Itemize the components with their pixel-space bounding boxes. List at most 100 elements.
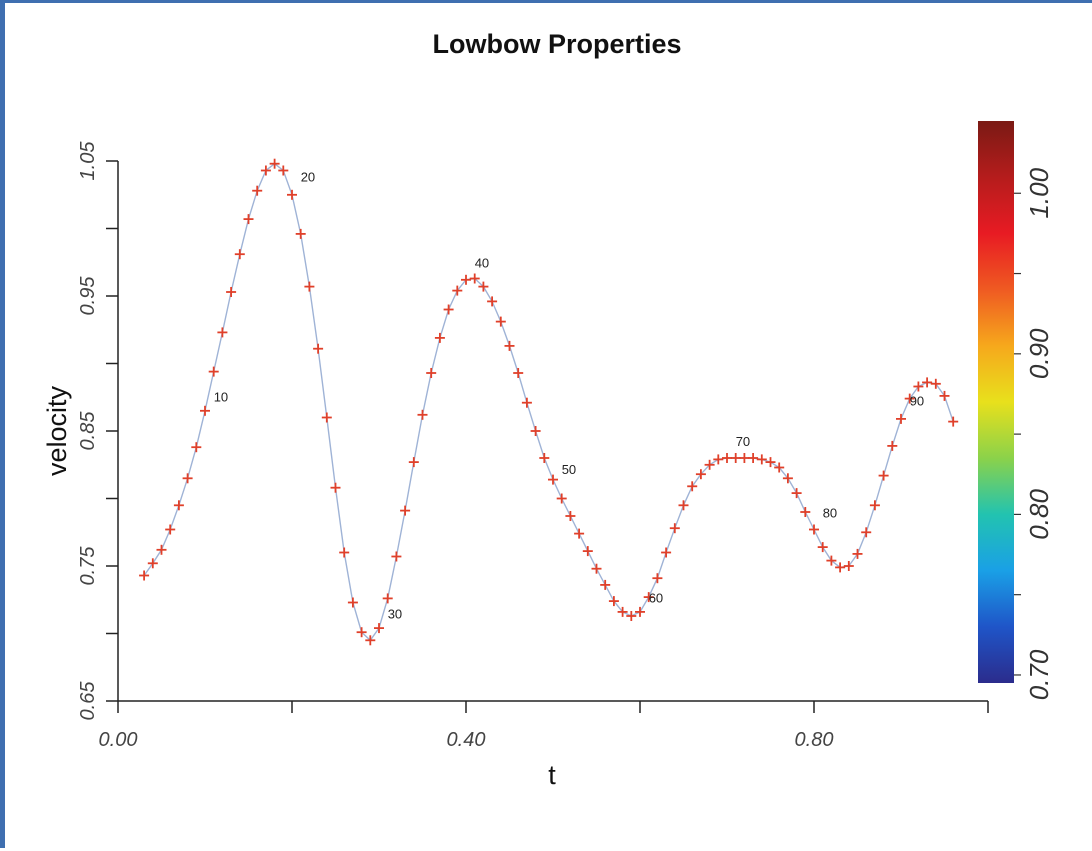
data-point [582, 546, 593, 557]
data-point [495, 316, 506, 327]
data-point [278, 165, 289, 176]
data-point [339, 547, 350, 558]
data-point [591, 563, 602, 574]
data-point [574, 528, 585, 539]
y-tick-label: 0.65 [77, 681, 99, 721]
data-point [139, 570, 150, 581]
point-label: 90 [910, 393, 924, 408]
data-point [191, 442, 202, 453]
data-point [695, 469, 706, 480]
data-point [756, 454, 767, 465]
data-point [330, 482, 341, 493]
data-point [548, 474, 558, 485]
data-point [556, 493, 567, 504]
data-point [669, 523, 680, 534]
data-point [826, 555, 837, 566]
data-point [147, 558, 158, 569]
data-point [817, 542, 828, 553]
axes: 0.00 0.40 0.80 0.65 0.75 0.85 0.95 1.05 [77, 141, 989, 751]
data-point [896, 413, 906, 424]
data-point [226, 287, 237, 297]
data-point [382, 593, 393, 604]
data-point [687, 481, 698, 492]
data-point [156, 544, 167, 555]
colorbar: 0.70 0.80 0.90 1.00 [978, 121, 1054, 700]
data-point [391, 551, 402, 562]
data-point [539, 453, 550, 463]
data-point [487, 296, 498, 307]
data-point [478, 281, 489, 292]
data-point [200, 405, 210, 416]
x-tick-label: 0.00 [99, 729, 138, 751]
data-point [643, 592, 654, 603]
data-point [208, 366, 219, 377]
data-point [400, 505, 411, 516]
data-point [652, 573, 663, 584]
data-point [739, 453, 750, 463]
data-point [635, 606, 645, 617]
data-point [452, 285, 463, 296]
data-point [835, 562, 846, 573]
data-point [304, 281, 315, 292]
data-point [626, 611, 637, 621]
x-tick-label: 0.80 [795, 729, 834, 751]
point-label: 50 [562, 462, 576, 477]
series-line [143, 162, 954, 642]
data-point [434, 332, 445, 343]
colorbar-tick-label: 1.00 [1024, 167, 1054, 218]
data-point [417, 409, 428, 420]
data-point [521, 397, 532, 408]
data-point [843, 561, 854, 571]
data-point [321, 412, 332, 423]
data-point [913, 381, 924, 392]
point-label: 40 [475, 256, 489, 271]
y-tick-label: 0.95 [77, 276, 99, 316]
data-point [269, 158, 280, 169]
y-tick-label: 1.05 [77, 141, 99, 181]
x-tick-label: 0.40 [447, 729, 486, 751]
data-point [948, 416, 959, 427]
y-tick-label: 0.75 [77, 546, 99, 586]
data-point [678, 500, 689, 511]
data-point [165, 524, 176, 535]
data-point [861, 527, 872, 538]
chart-title: Lowbow Properties [432, 29, 681, 59]
data-point [939, 390, 950, 401]
x-axis-title: t [548, 760, 556, 790]
data-point [878, 470, 889, 481]
data-point [182, 473, 193, 484]
data-point [173, 500, 184, 511]
data-point [504, 340, 515, 351]
data-point [617, 606, 628, 617]
data-point [922, 377, 933, 388]
point-label: 60 [649, 590, 663, 605]
data-point [461, 274, 471, 285]
data-point [765, 457, 776, 468]
data-point [443, 304, 454, 315]
data-point [243, 214, 254, 225]
data-point [774, 462, 785, 473]
data-point [791, 488, 802, 499]
data-point [295, 228, 306, 239]
data-point [365, 635, 376, 646]
data-point [809, 524, 819, 535]
data-point [704, 459, 715, 470]
point-label: 70 [736, 434, 750, 449]
data-point [513, 368, 524, 378]
point-label: 10 [214, 389, 228, 404]
data-point [887, 440, 898, 451]
data-point [356, 627, 367, 638]
colorbar-tick-label: 0.80 [1024, 489, 1054, 540]
data-point [748, 453, 759, 463]
data-point [234, 249, 245, 260]
data-point [347, 597, 358, 608]
data-point [661, 547, 672, 558]
data-point [930, 378, 941, 389]
data-point [408, 457, 419, 468]
data-point [608, 596, 619, 607]
data-point [469, 273, 480, 284]
data-point [260, 165, 271, 176]
velocity-series: 10 20 30 40 50 60 70 80 90 [139, 158, 959, 646]
data-point [869, 500, 880, 511]
